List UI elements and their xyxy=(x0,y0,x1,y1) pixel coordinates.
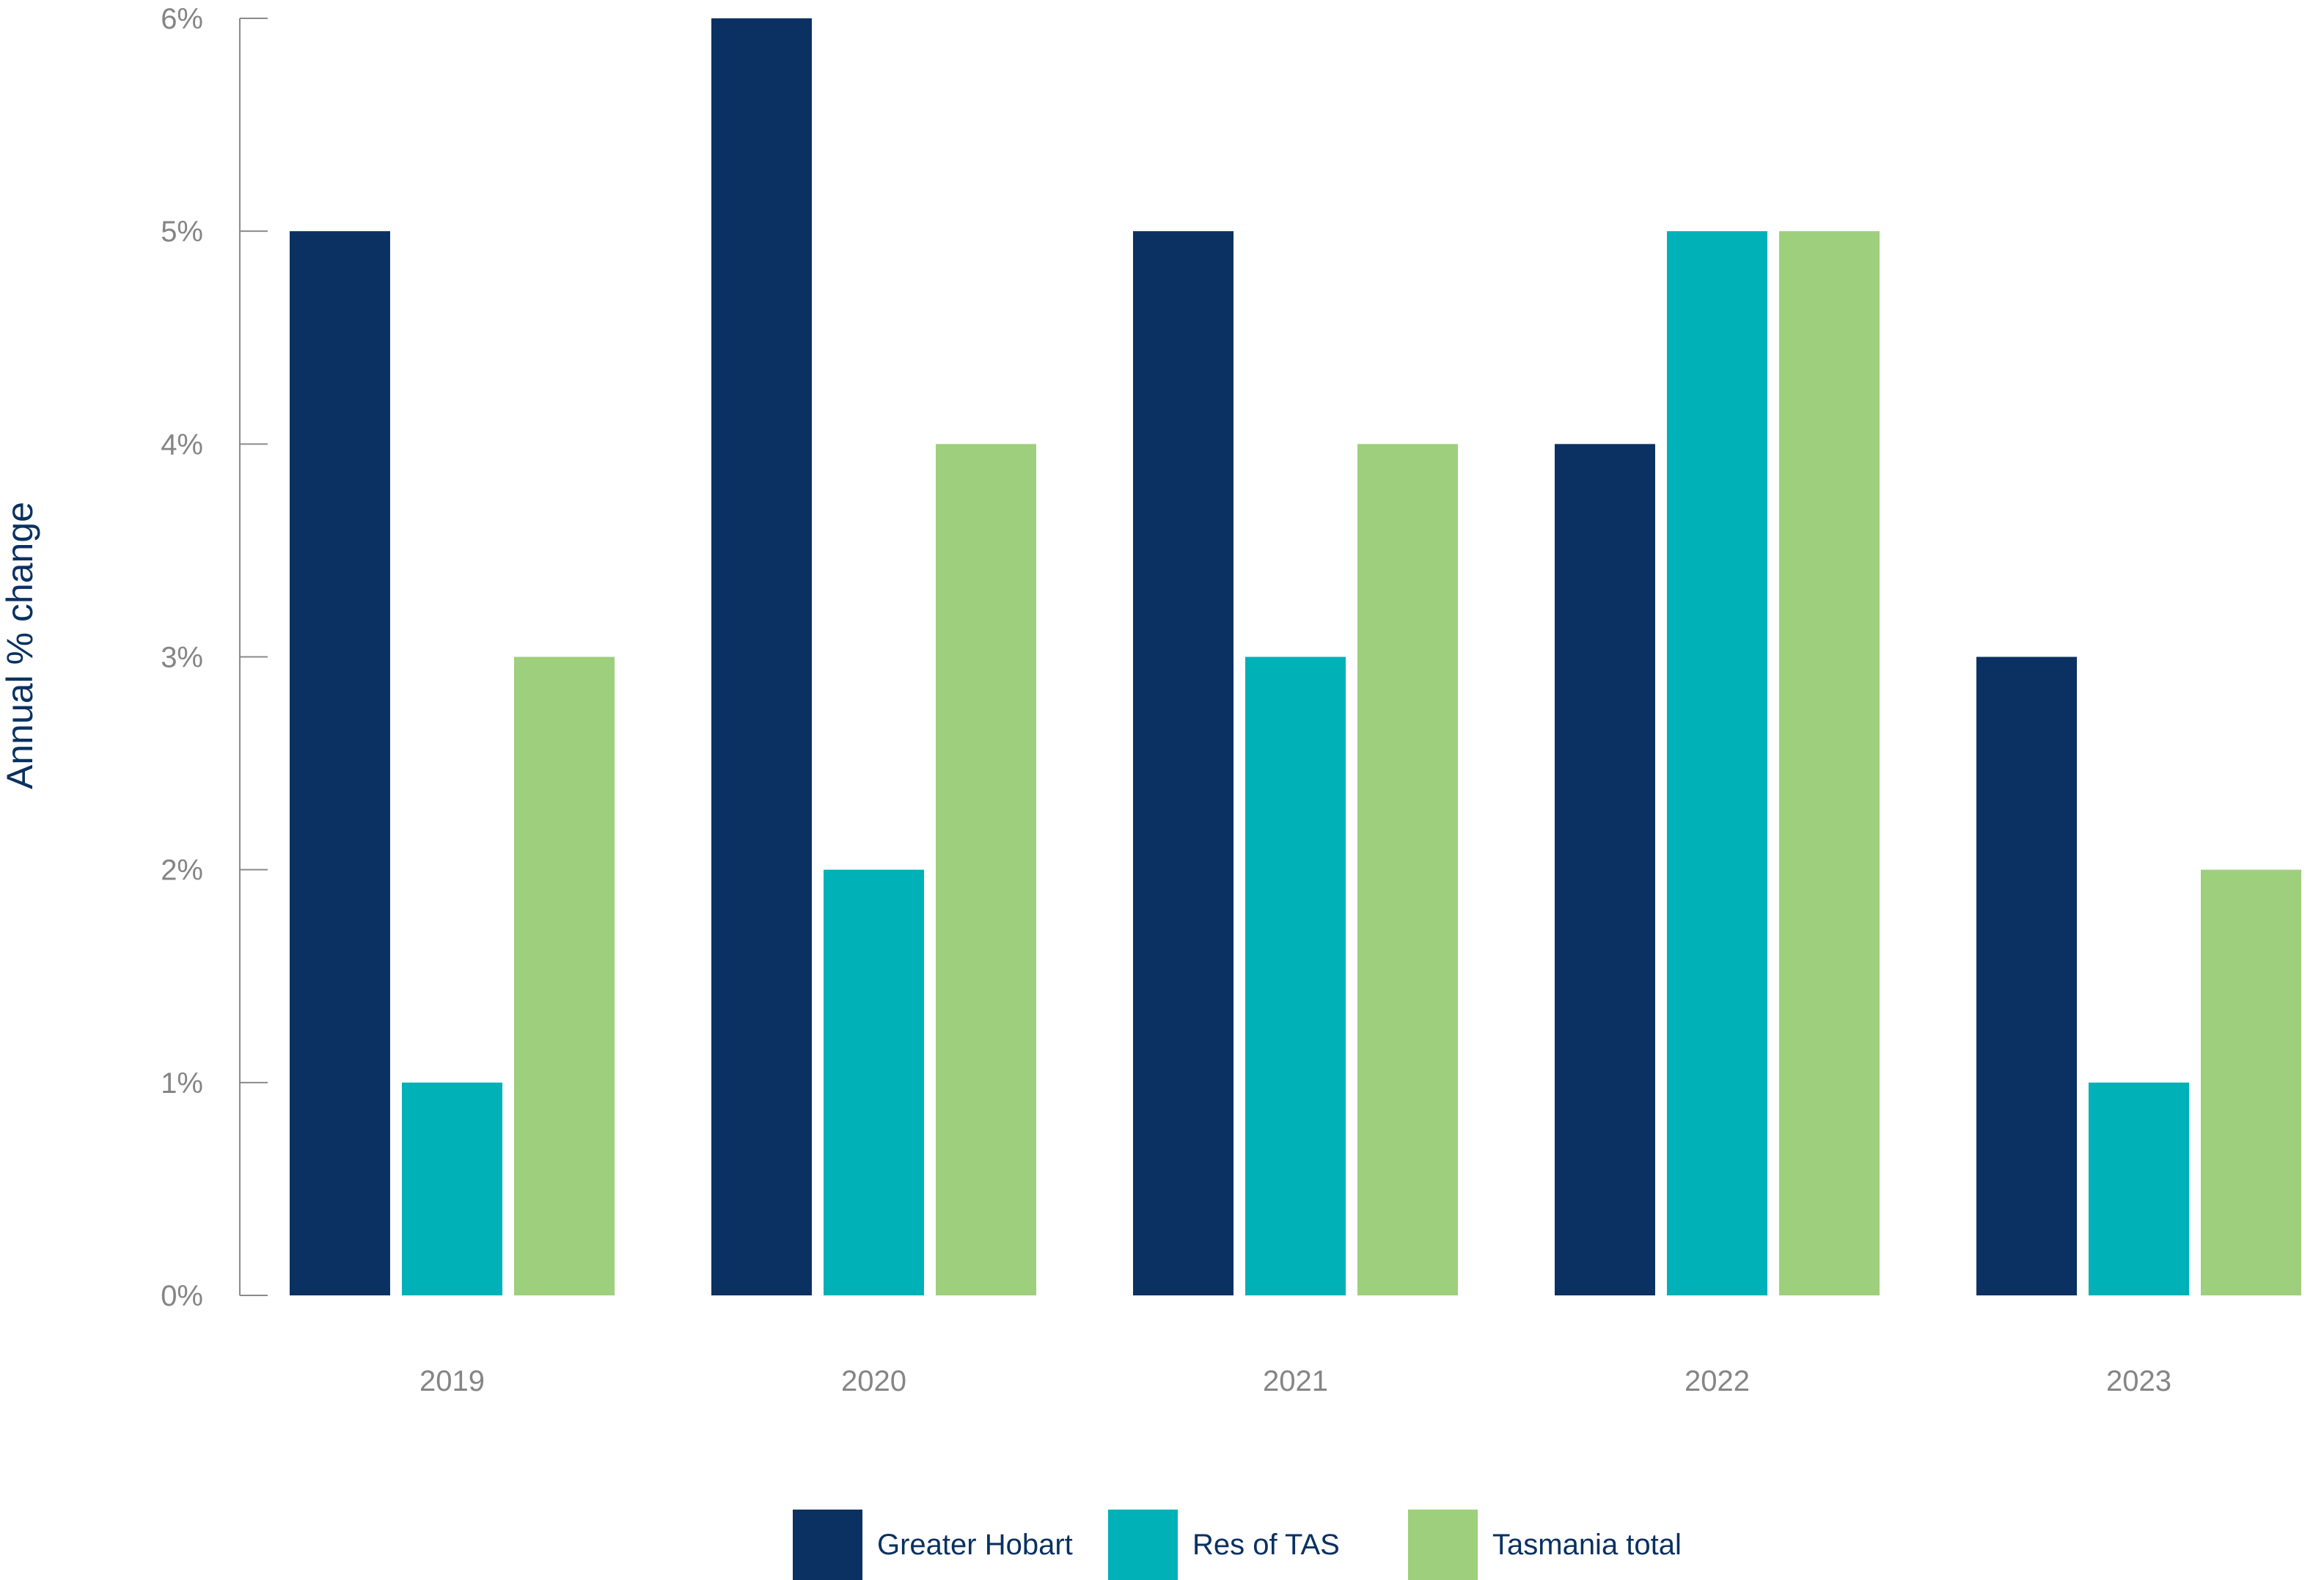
x-tick-label: 2019 xyxy=(419,1365,485,1397)
bar-2023-0 xyxy=(1976,656,2077,1295)
y-tick-label: 4% xyxy=(161,428,203,461)
legend-swatch xyxy=(1108,1510,1178,1580)
bar-2019-1 xyxy=(402,1082,502,1295)
bar-2022-0 xyxy=(1555,444,1655,1296)
legend-swatch xyxy=(1408,1510,1478,1580)
bar-2019-0 xyxy=(290,231,390,1296)
legend-swatch xyxy=(793,1510,862,1580)
bar-2019-2 xyxy=(514,656,615,1295)
y-tick-label: 1% xyxy=(161,1067,203,1100)
legend-label: Tasmania total xyxy=(1492,1529,1682,1561)
bar-2023-2 xyxy=(2201,869,2301,1295)
y-tick-label: 2% xyxy=(161,855,203,887)
y-axis-label: Annual % change xyxy=(0,502,40,789)
legend-label: Greater Hobart xyxy=(877,1529,1073,1561)
y-tick-label: 5% xyxy=(161,216,203,248)
x-tick-label: 2023 xyxy=(2106,1365,2171,1397)
bar-2021-0 xyxy=(1133,231,1234,1296)
y-tick-label: 3% xyxy=(161,642,203,674)
bar-2020-0 xyxy=(711,18,812,1295)
x-axis-labels: 2019 2020 2021 2022 2023 xyxy=(419,1365,2171,1397)
x-tick-label: 2020 xyxy=(841,1365,906,1397)
x-tick-label: 2022 xyxy=(1685,1365,1750,1397)
bar-2020-1 xyxy=(824,869,924,1295)
bars xyxy=(290,18,2301,1296)
bar-2020-2 xyxy=(936,444,1036,1296)
bar-2022-1 xyxy=(1667,231,1767,1296)
bar-2023-1 xyxy=(2089,1082,2189,1295)
bar-2021-1 xyxy=(1245,656,1346,1295)
x-tick-label: 2021 xyxy=(1263,1365,1328,1397)
bar-2021-2 xyxy=(1357,444,1458,1296)
legend: Greater Hobart Res of TAS Tasmania total xyxy=(793,1510,1682,1580)
bar-2022-2 xyxy=(1779,231,1880,1296)
y-tick-label: 0% xyxy=(161,1280,203,1312)
y-axis: 0% 1% 2% 3% 4% 5% 6% xyxy=(161,3,268,1312)
y-tick-label: 6% xyxy=(161,3,203,35)
legend-label: Res of TAS xyxy=(1192,1529,1340,1561)
